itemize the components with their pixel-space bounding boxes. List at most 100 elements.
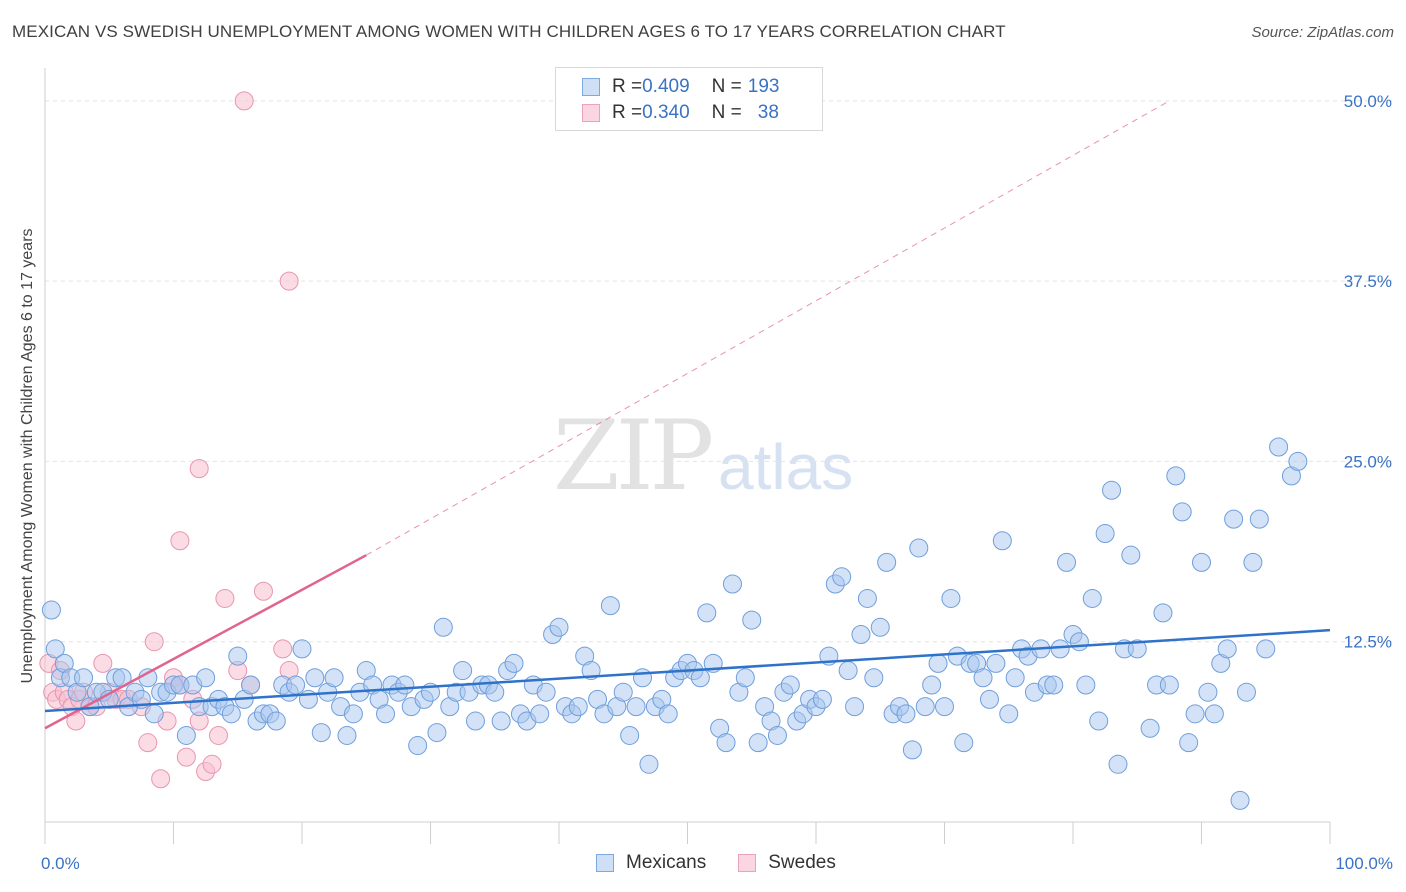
swedes-point (253, 581, 273, 601)
swedes-point (151, 769, 171, 789)
mexicans-point (1243, 552, 1263, 572)
mexicans-point (633, 668, 653, 688)
mexicans-point (973, 668, 993, 688)
y-tick-label: 25.0% (1344, 452, 1392, 471)
mexicans-point (1044, 675, 1064, 695)
trend-lines (44, 100, 1331, 730)
mexicans-point (658, 704, 678, 724)
legend-r-value: 0.409 (642, 76, 690, 97)
mexicans-point (549, 617, 569, 637)
swedes-point (138, 733, 158, 753)
y-tick-label: 50.0% (1344, 92, 1392, 111)
mexicans-point (1217, 639, 1237, 659)
mexicans-point (767, 725, 787, 745)
mexicans-point (742, 610, 762, 630)
mexicans-point (845, 697, 865, 717)
mexicans-point (928, 653, 948, 673)
mexicans-point (504, 653, 524, 673)
mexicans-point (735, 668, 755, 688)
swedes-legend-swatch (738, 854, 757, 872)
mexicans-point (292, 639, 312, 659)
mexicans-point (1172, 502, 1192, 522)
swedes-trend-line (44, 554, 367, 730)
swedes-point (176, 747, 196, 767)
mexicans-point (491, 711, 511, 731)
swedes-point (279, 271, 299, 291)
swedes-point (215, 588, 235, 608)
mexicans-point (722, 574, 742, 594)
legend-r-label: R = (612, 76, 643, 97)
mexicans-point (1236, 682, 1256, 702)
mexicans-point (1095, 524, 1115, 544)
mexicans-point (144, 704, 164, 724)
mexicans-point (986, 653, 1006, 673)
legend-r-value: 0.340 (642, 102, 690, 123)
mexicans-point (600, 596, 620, 616)
legend-n-value: 193 (747, 76, 780, 97)
chart-title: MEXICAN VS SWEDISH UNEMPLOYMENT AMONG WO… (12, 22, 1006, 41)
mexicans-point (780, 675, 800, 695)
mexicans-point (1204, 704, 1224, 724)
mexicans-point (690, 668, 710, 688)
mexicans-point (954, 733, 974, 753)
legend-n-value: 38 (757, 102, 779, 123)
x-tick-label: 0.0% (41, 854, 80, 873)
mexicans-point (935, 697, 954, 717)
mexicans-point (992, 531, 1012, 551)
mexicans-point (915, 697, 935, 717)
mexicans-point (196, 668, 216, 688)
mexicans-point (613, 682, 633, 702)
mexicans-point (902, 740, 922, 760)
legend-n-label: N = (711, 102, 742, 123)
mexicans-point (324, 668, 344, 688)
mexicans-point (1269, 437, 1289, 457)
mexicans-point (1057, 552, 1077, 572)
mexicans-point (1192, 552, 1211, 572)
mexicans-point (1108, 754, 1128, 774)
mexicans-point (74, 668, 94, 688)
mexicans-point (812, 689, 832, 709)
mexicans-point (45, 639, 65, 659)
mexicans-point (838, 661, 858, 681)
mexicans-point (343, 704, 363, 724)
mexicans-point (1230, 790, 1250, 810)
source-label: Source: ZipAtlas.com (1251, 24, 1394, 41)
mexicans-point (337, 725, 357, 745)
mexicans-point (568, 697, 588, 717)
axes (44, 68, 1331, 844)
mexicans-point (427, 723, 447, 743)
mexicans-point (1140, 718, 1160, 738)
mexicans-point (941, 588, 961, 608)
mexicans-point (626, 697, 646, 717)
mexicans-point (639, 754, 659, 774)
mexicans-point (1050, 639, 1070, 659)
y-tick-label: 12.5% (1344, 633, 1392, 652)
mexicans-point (999, 704, 1019, 724)
mexicans-legend-label: Mexicans (626, 852, 707, 873)
mexicans-point (896, 704, 916, 724)
legend-row-swedes: R = 0.340 N = 38 (582, 102, 779, 124)
mexicans-swatch (582, 78, 600, 96)
swedes-point (189, 459, 209, 479)
mexicans-point (716, 733, 736, 753)
swedes-point (170, 531, 190, 551)
mexicans-point (530, 704, 550, 724)
mexicans-point (877, 552, 897, 572)
watermark-zip: ZIP (553, 400, 714, 512)
swedes-point (202, 754, 222, 774)
x-tick-label: 100.0% (1335, 854, 1393, 873)
mexicans-point (620, 725, 640, 745)
mexicans-trend-line (44, 628, 1331, 713)
swedes-legend-label: Swedes (768, 852, 836, 873)
mexicans-point (1127, 639, 1147, 659)
swedes-point (93, 653, 113, 673)
mexicans-point (748, 733, 768, 753)
mexicans-point (1288, 451, 1308, 471)
mexicans-point (1224, 509, 1244, 529)
mexicans-point (221, 704, 241, 724)
mexicans-point (922, 675, 942, 695)
mexicans-point (395, 675, 415, 695)
mexicans-point (1185, 704, 1205, 724)
mexicans-point (832, 567, 852, 587)
mexicans-point (266, 711, 286, 731)
